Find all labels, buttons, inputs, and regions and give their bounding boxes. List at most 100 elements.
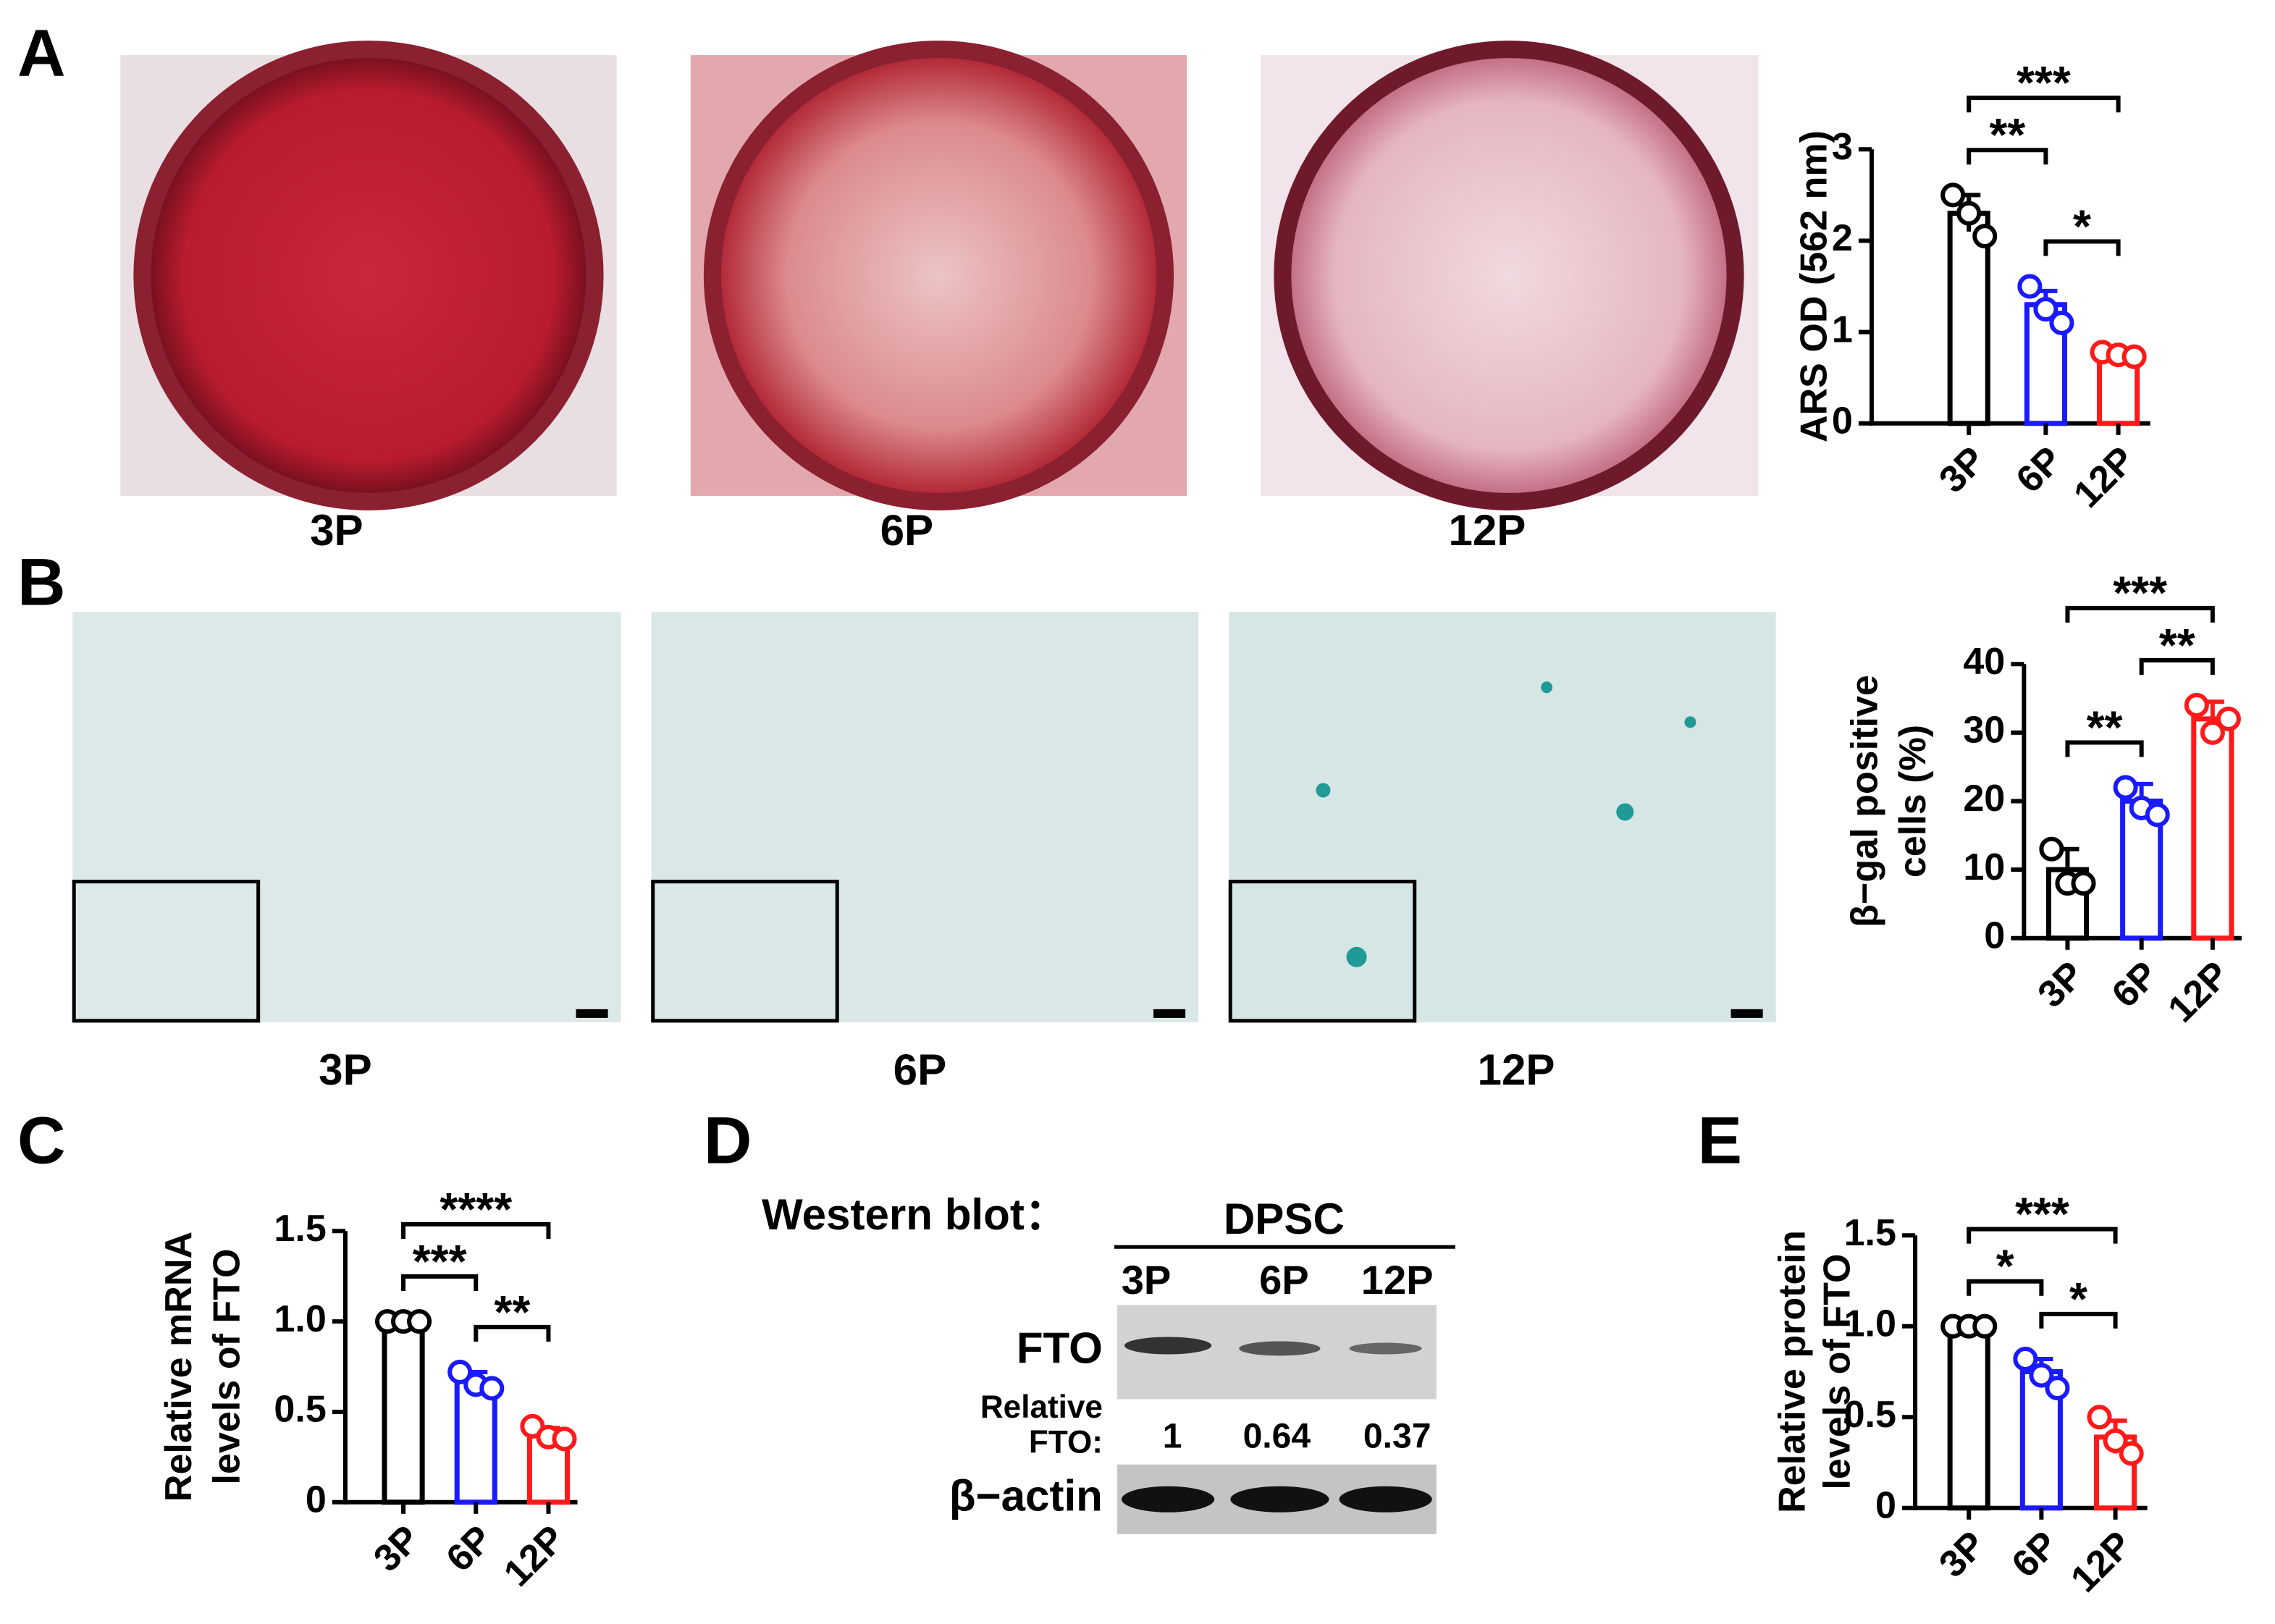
panel-label: A <box>17 15 66 90</box>
y-axis-label: levels of FTO <box>206 1249 248 1485</box>
relative-label: Relative <box>980 1389 1103 1425</box>
significance-bracket <box>2043 239 2121 256</box>
lane-label: 6P <box>1259 1257 1309 1303</box>
image-label: 6P <box>893 1045 947 1094</box>
image-label: 3P <box>319 1045 372 1094</box>
significance-label: * <box>2073 200 2091 252</box>
relative-label: FTO: <box>1029 1424 1103 1460</box>
data-point <box>2039 836 2064 862</box>
significance-label: ** <box>494 1286 530 1338</box>
bar <box>382 1318 425 1505</box>
lane-label: 3P <box>1122 1257 1172 1303</box>
y-tick-label: 20 <box>1963 778 2005 820</box>
data-point <box>2103 1428 2128 1453</box>
data-point <box>2049 310 2074 336</box>
x-tick-label: 6P <box>438 1518 500 1580</box>
significance-label: *** <box>413 1235 467 1287</box>
data-point <box>1972 1313 1998 1339</box>
y-tick-label: 3 <box>1832 126 1853 168</box>
data-point <box>1956 201 1982 226</box>
blot-group: DPSC <box>1224 1195 1345 1243</box>
significance-bracket <box>1967 148 2048 165</box>
y-tick-label: 2 <box>1832 217 1853 259</box>
significance-label: *** <box>2017 56 2071 109</box>
y-tick-label: 1.5 <box>274 1208 326 1250</box>
blot-strip <box>1117 1305 1437 1400</box>
significance-bracket <box>1967 1227 2118 1244</box>
data-point <box>2087 1405 2112 1430</box>
data-point <box>1972 224 1998 249</box>
x-tick-label: 3P <box>1931 439 1993 501</box>
significance-label: **** <box>440 1183 512 1235</box>
relative-value: 1 <box>1163 1416 1182 1455</box>
significance-bracket <box>2039 1311 2118 1329</box>
data-point <box>2033 297 2059 322</box>
x-tick-label: 3P <box>366 1518 428 1580</box>
data-point <box>479 1376 505 1401</box>
dish-photo <box>1261 41 1759 510</box>
significance-label: ** <box>2159 619 2195 671</box>
significance-bracket <box>401 1274 479 1292</box>
relative-value: 0.64 <box>1243 1416 1311 1455</box>
bar <box>2191 716 2234 941</box>
microscopy-image <box>1228 612 1776 1023</box>
significance-bracket <box>2139 657 2215 675</box>
significance-label: ** <box>2087 701 2123 753</box>
panel-label: E <box>1697 1103 1741 1177</box>
data-point <box>2119 1441 2144 1466</box>
y-tick-label: 0 <box>1875 1485 1896 1527</box>
y-tick-label: 1.0 <box>274 1298 326 1340</box>
panel-label: C <box>17 1103 66 1177</box>
microscopy-image <box>651 612 1199 1023</box>
y-tick-label: 0 <box>1832 400 1853 442</box>
significance-bracket <box>2065 605 2215 623</box>
y-tick-label: 30 <box>1963 710 2005 752</box>
significance-bracket <box>1967 96 2121 113</box>
data-point <box>1940 182 1966 208</box>
x-tick-label: 6P <box>2104 954 2166 1016</box>
y-tick-label: 40 <box>1963 641 2005 683</box>
significance-label: * <box>1996 1240 2014 1292</box>
significance-bracket <box>401 1221 551 1239</box>
image-label: 12P <box>1448 506 1526 555</box>
x-tick-label: 6P <box>2009 439 2071 501</box>
data-point <box>447 1359 473 1385</box>
data-point <box>2113 775 2138 800</box>
data-point <box>2121 344 2147 369</box>
y-tick-label: 0 <box>1984 914 2005 956</box>
panel-label: B <box>17 544 66 619</box>
blot-title: Western blot： <box>762 1190 1068 1239</box>
data-point <box>2017 274 2043 299</box>
x-tick-label: 12P <box>2161 954 2238 1031</box>
x-tick-label: 3P <box>2030 954 2093 1016</box>
y-tick-label: 10 <box>1963 846 2005 888</box>
data-point <box>2013 1346 2038 1371</box>
significance-bracket <box>474 1324 551 1342</box>
data-point <box>2184 692 2209 718</box>
x-tick-label: 12P <box>2063 1523 2140 1601</box>
microscopy-image <box>72 612 621 1023</box>
y-axis-label: cells (%) <box>1892 725 1934 878</box>
x-tick-label: 12P <box>2066 439 2143 516</box>
y-axis-label: β−gal positive <box>1844 675 1886 927</box>
panel-label: D <box>704 1103 752 1177</box>
data-point <box>2216 706 2241 731</box>
blot-row-label: β−actin <box>949 1472 1103 1520</box>
y-axis-label: levels of FTO <box>1817 1254 1859 1490</box>
y-tick-label: 0.5 <box>1844 1394 1896 1436</box>
y-tick-label: 0 <box>306 1479 327 1521</box>
x-tick-label: 12P <box>496 1518 573 1595</box>
lane-label: 12P <box>1361 1257 1434 1303</box>
x-tick-label: 6P <box>2004 1523 2066 1586</box>
y-tick-label: 1 <box>1832 308 1853 350</box>
significance-bracket <box>2065 740 2144 757</box>
data-point <box>2071 871 2096 896</box>
y-tick-label: 0.5 <box>274 1389 326 1431</box>
y-tick-label: 1.5 <box>1844 1212 1896 1254</box>
y-axis-label: Relative mRNA <box>158 1232 200 1502</box>
y-tick-label: 1.0 <box>1844 1303 1896 1345</box>
blot-strip <box>1117 1464 1437 1534</box>
relative-value: 0.37 <box>1363 1416 1431 1455</box>
image-label: 3P <box>310 506 363 555</box>
